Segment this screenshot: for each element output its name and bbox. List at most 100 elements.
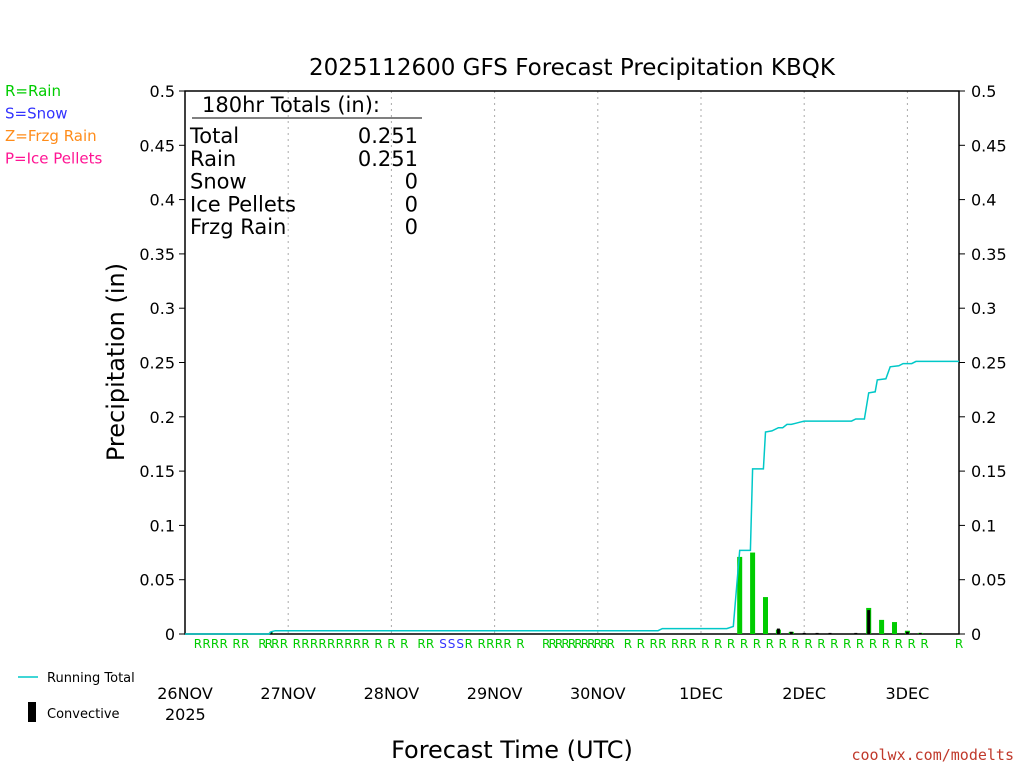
ptype-mark: R (258, 637, 266, 651)
totals-label: Total (189, 124, 239, 148)
ptype-mark: R (895, 637, 903, 651)
y-tick-label: 0.5 (971, 82, 996, 101)
ptype-mark: R (843, 637, 851, 651)
ptype-mark: R (318, 637, 326, 651)
ptype-mark: R (495, 637, 503, 651)
ptype-mark: R (211, 637, 219, 651)
ptype-mark: S (448, 637, 456, 651)
y-tick-label: 0.4 (971, 191, 996, 210)
ptype-mark: R (882, 637, 890, 651)
y-tick-label: 0.15 (139, 462, 175, 481)
precip-bar (879, 619, 885, 634)
ptype-mark: R (830, 637, 838, 651)
ptype-mark: R (241, 637, 249, 651)
ptype-mark: R (336, 637, 344, 651)
y-tick-label: 0.45 (139, 136, 175, 155)
x-tick-label: 27NOV (260, 684, 316, 703)
ptype-mark: R (542, 637, 550, 651)
ptype-mark: R (594, 637, 602, 651)
precip-bar (750, 552, 756, 634)
chart-title: 2025112600 GFS Forecast Precipitation KB… (309, 55, 836, 81)
ptype-mark: R (920, 637, 928, 651)
ptype-mark: R (426, 637, 434, 651)
ptype-mark: R (361, 637, 369, 651)
running-total-line (185, 360, 959, 635)
ptype-mark: R (804, 637, 812, 651)
y-tick-label: 0.3 (971, 299, 996, 318)
totals-label: Rain (190, 147, 236, 171)
convective-bar (789, 631, 793, 634)
y-tick-label: 0.2 (150, 408, 175, 427)
ptype-mark: R (637, 637, 645, 651)
ptype-mark: R (908, 637, 916, 651)
y-tick-label: 0.45 (971, 136, 1007, 155)
grid-lines (287, 91, 908, 634)
ptype-mark: R (779, 637, 787, 651)
ptype-mark: R (624, 637, 632, 651)
legend-s: S=Snow (5, 105, 68, 123)
y-axis-right: 0 0.05 0.1 0.15 0.2 0.25 0.3 0.35 0.4 0.45 0.5 (959, 82, 1007, 644)
ptype-mark: R (400, 637, 408, 651)
ptype-mark: R (607, 637, 615, 651)
precip-bar (737, 556, 743, 634)
y-tick-label: 0.15 (971, 462, 1007, 481)
ptype-mark: R (465, 637, 473, 651)
ptype-mark: R (265, 637, 273, 651)
convective-bar (815, 632, 819, 634)
convective-bar (854, 632, 858, 634)
x-tick-label: 2DEC (782, 684, 826, 703)
y-tick-label: 0.05 (139, 571, 175, 590)
ptype-mark: R (955, 637, 963, 651)
ptype-mark: R (587, 637, 595, 651)
ptype-mark: R (581, 637, 589, 651)
ptype-mark: R (574, 637, 582, 651)
y-tick-label: 0.3 (150, 299, 175, 318)
plot-frame (184, 90, 960, 635)
y-tick-label: 0.25 (139, 354, 175, 373)
y-tick-label: 0.05 (971, 571, 1007, 590)
precip-bar (763, 597, 768, 634)
ptype-mark: R (856, 637, 864, 651)
totals-value: 0.251 (358, 147, 418, 171)
ptype-mark: R (327, 637, 335, 651)
ptype-mark: R (701, 637, 709, 651)
ptype-mark: R (671, 637, 679, 651)
ptype-mark: R (310, 637, 318, 651)
ptype-mark: R (650, 637, 658, 651)
ptype-mark: R (194, 637, 202, 651)
ptype-mark: R (301, 637, 309, 651)
ptype-mark: R (220, 637, 228, 651)
totals-rows: Total 0.251 Rain 0.251 Snow 0 Ice Pellets 0 Frzg… (189, 124, 418, 239)
precip-type-legend: R=Rain S=Snow Z=Frzg Rain P=Ice Pellets (5, 82, 102, 168)
x-tick-label: 1DEC (679, 684, 723, 703)
ptype-mark: R (766, 637, 774, 651)
ptype-mark: R (516, 637, 524, 651)
totals-label: Frzg Rain (190, 215, 286, 239)
ptype-mark: R (817, 637, 825, 651)
convective-legend-swatch (28, 702, 36, 722)
convective-bar (776, 628, 780, 634)
convective-bar (905, 631, 909, 634)
ptype-mark: R (387, 637, 395, 651)
y-tick-label: 0.1 (971, 516, 996, 535)
ptype-mark: R (561, 637, 569, 651)
convective-bar (269, 631, 273, 634)
y-tick-label: 0.35 (139, 245, 175, 264)
y-tick-label: 0 (971, 625, 981, 644)
ptype-mark: R (600, 637, 608, 651)
convective-legend-label: Convective (47, 707, 120, 722)
totals-value: 0 (405, 215, 418, 239)
x-tick-label: 30NOV (570, 684, 626, 703)
y-tick-label: 0 (165, 625, 175, 644)
ptype-mark: R (688, 637, 696, 651)
ptype-mark: R (353, 637, 361, 651)
credit-link[interactable]: coolwx.com/modelts (851, 746, 1014, 764)
totals-heading: 180hr Totals (in): (202, 93, 380, 117)
precip-bar (892, 622, 897, 634)
x-axis-title: Forecast Time (UTC) (391, 736, 633, 764)
convective-bar (867, 610, 871, 634)
ptype-mark: R (344, 637, 352, 651)
convective-bar (802, 632, 806, 634)
ptype-mark: R (478, 637, 486, 651)
